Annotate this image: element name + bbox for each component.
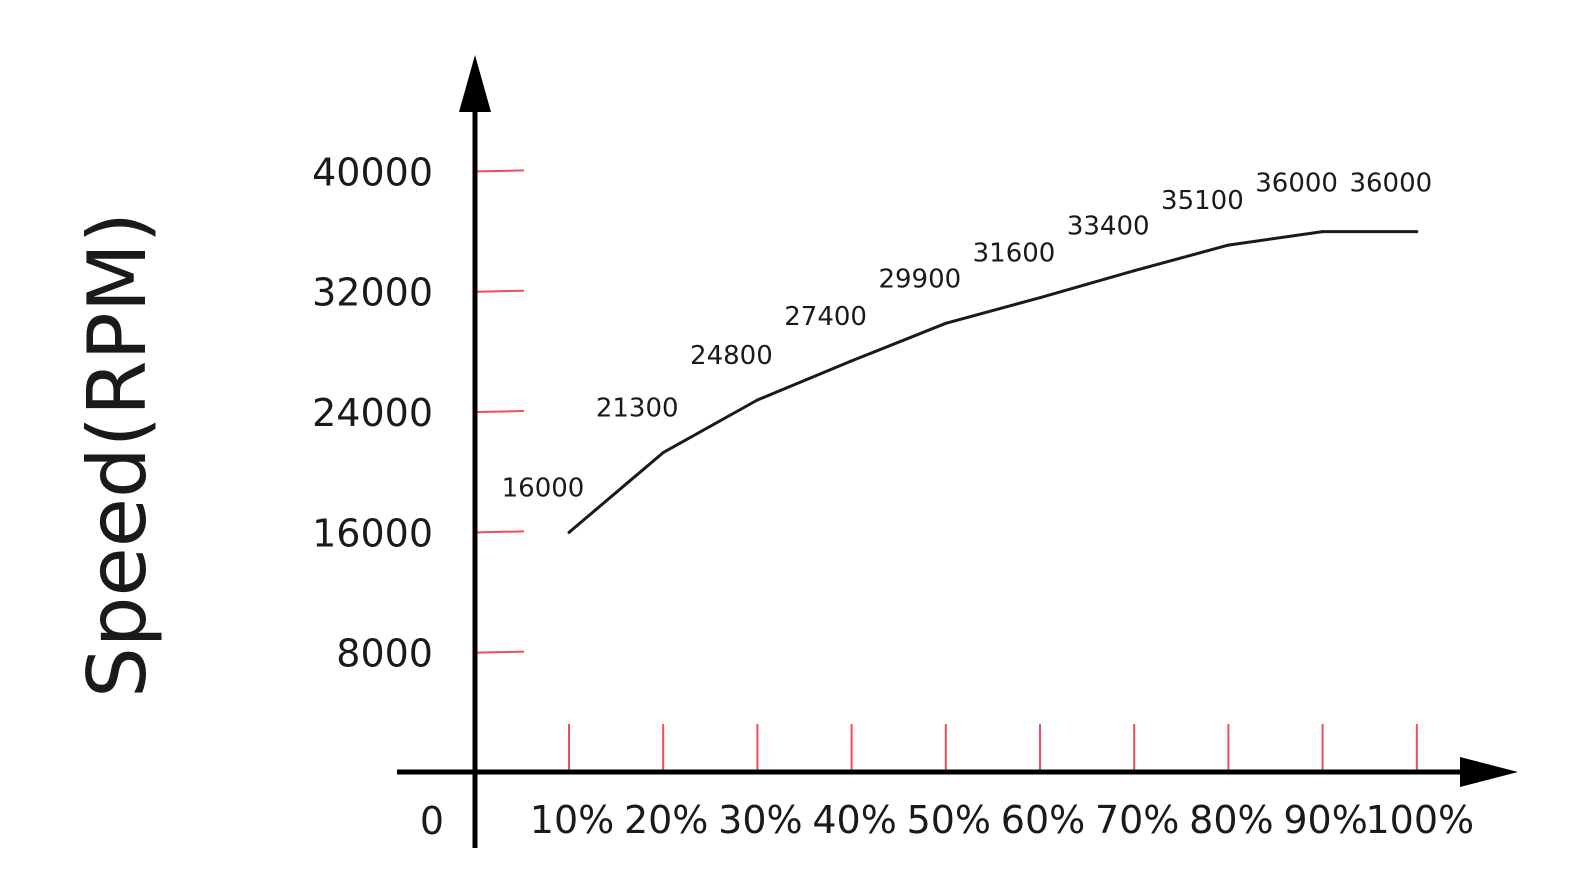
x-tick-label-9: 90% xyxy=(1283,798,1367,842)
data-label-5: 29900 xyxy=(878,264,961,294)
data-label-9: 36000 xyxy=(1255,169,1338,199)
origin-label: 0 xyxy=(420,799,444,843)
x-tick-label-10: 100% xyxy=(1365,798,1474,842)
series-line-1 xyxy=(568,230,1417,534)
y-tick-label-8000: 8000 xyxy=(336,632,433,676)
data-label-10: 36000 xyxy=(1349,169,1432,199)
y-axis-label: Speed(RPM) xyxy=(71,212,164,698)
series-layer xyxy=(567,230,1419,534)
y-tick-label-24000: 24000 xyxy=(312,391,433,435)
y-axis-arrowhead xyxy=(459,55,491,112)
x-tick-label-5: 50% xyxy=(907,798,991,842)
x-tick-label-1: 10% xyxy=(530,798,614,842)
data-point-10 xyxy=(1415,230,1419,234)
data-label-6: 31600 xyxy=(973,239,1056,269)
x-tick-label-4: 40% xyxy=(812,798,896,842)
data-label-3: 24800 xyxy=(690,341,773,371)
ticks-layer: 8000 16000 24000 32000 40000 10% 20% 30% 40% 50% 6… xyxy=(312,150,1474,842)
data-point-4 xyxy=(850,359,854,363)
y-tick-label-40000: 40000 xyxy=(312,150,433,194)
x-tick-label-2: 20% xyxy=(624,798,708,842)
data-point-6 xyxy=(1038,296,1042,300)
y-tick-label-32000: 32000 xyxy=(312,271,433,315)
data-label-8: 35100 xyxy=(1161,186,1244,216)
data-point-7 xyxy=(1132,269,1136,273)
x-tick-label-3: 30% xyxy=(718,798,802,842)
y-tick-24000 xyxy=(476,410,525,414)
data-point-1 xyxy=(567,530,571,534)
data-point-2 xyxy=(661,451,665,455)
x-tick-label-7: 70% xyxy=(1095,798,1179,842)
x-tick-label-6: 60% xyxy=(1001,798,1085,842)
y-tick-16000 xyxy=(476,530,525,534)
data-label-1: 16000 xyxy=(502,473,585,503)
y-tick-32000 xyxy=(476,289,525,293)
labels-layer: 16000 21300 24800 27400 29900 31600 33400 35100… xyxy=(502,169,1433,504)
y-tick-label-16000: 16000 xyxy=(312,511,433,555)
data-point-3 xyxy=(755,398,759,402)
x-axis-arrowhead xyxy=(1460,757,1518,787)
data-label-2: 21300 xyxy=(596,394,679,424)
data-point-8 xyxy=(1226,243,1230,247)
y-tick-8000 xyxy=(476,650,525,654)
y-tick-40000 xyxy=(476,169,525,173)
data-label-7: 33400 xyxy=(1067,212,1150,242)
data-label-4: 27400 xyxy=(784,302,867,332)
data-point-5 xyxy=(944,321,948,325)
x-tick-label-8: 80% xyxy=(1189,798,1273,842)
data-point-9 xyxy=(1321,230,1325,234)
